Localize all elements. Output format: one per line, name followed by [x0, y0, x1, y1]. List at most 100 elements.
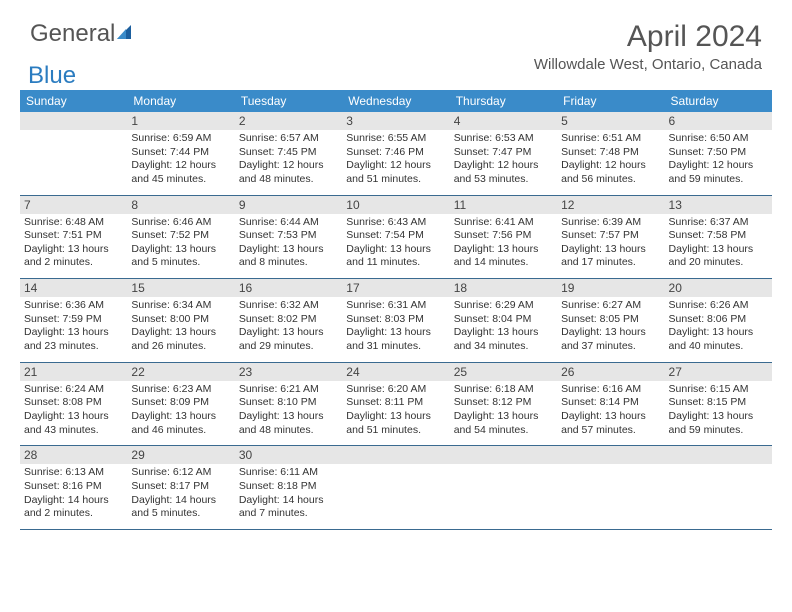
- weekday-header: Tuesday: [235, 90, 342, 112]
- day-data: [20, 130, 127, 180]
- day-number: 12: [557, 196, 664, 214]
- calendar-cell: 24Sunrise: 6:20 AMSunset: 8:11 PMDayligh…: [342, 362, 449, 446]
- calendar-cell: 1Sunrise: 6:59 AMSunset: 7:44 PMDaylight…: [127, 112, 234, 195]
- day-number: 29: [127, 446, 234, 464]
- sunset-line: Sunset: 7:44 PM: [131, 146, 209, 158]
- calendar-cell: 19Sunrise: 6:27 AMSunset: 8:05 PMDayligh…: [557, 279, 664, 363]
- sunrise-line: Sunrise: 6:26 AM: [669, 299, 749, 311]
- day-number: 11: [450, 196, 557, 214]
- calendar-cell: 13Sunrise: 6:37 AMSunset: 7:58 PMDayligh…: [665, 195, 772, 279]
- day-data: Sunrise: 6:50 AMSunset: 7:50 PMDaylight:…: [665, 130, 772, 195]
- day-number: 27: [665, 363, 772, 381]
- day-data: Sunrise: 6:13 AMSunset: 8:16 PMDaylight:…: [20, 464, 127, 529]
- sunset-line: Sunset: 7:56 PM: [454, 229, 532, 241]
- daylight-line: Daylight: 13 hours and 57 minutes.: [561, 410, 646, 436]
- sunrise-line: Sunrise: 6:59 AM: [131, 132, 211, 144]
- sunrise-line: Sunrise: 6:39 AM: [561, 216, 641, 228]
- daylight-line: Daylight: 12 hours and 56 minutes.: [561, 159, 646, 185]
- day-data: Sunrise: 6:26 AM Sunset: 8:06 PMDaylight:…: [665, 297, 772, 362]
- sunset-line: Sunset: 8:00 PM: [131, 313, 209, 325]
- sunrise-line: Sunrise: 6:50 AM: [669, 132, 749, 144]
- calendar-cell-empty: [665, 446, 772, 530]
- day-data: Sunrise: 6:53 AMSunset: 7:47 PMDaylight:…: [450, 130, 557, 195]
- day-data: Sunrise: 6:55 AMSunset: 7:46 PMDaylight:…: [342, 130, 449, 195]
- day-number: 14: [20, 279, 127, 297]
- sunset-line: Sunset: 8:17 PM: [131, 480, 209, 492]
- daylight-line: Daylight: 13 hours and 23 minutes.: [24, 326, 109, 352]
- day-data: Sunrise: 6:44 AMSunset: 7:53 PMDaylight:…: [235, 214, 342, 279]
- calendar-cell: 2Sunrise: 6:57 AMSunset: 7:45 PMDaylight…: [235, 112, 342, 195]
- weekday-header: Sunday: [20, 90, 127, 112]
- sunset-line: Sunset: 8:16 PM: [24, 480, 102, 492]
- day-data: Sunrise: 6:24 AMSunset: 8:08 PMDaylight:…: [20, 381, 127, 446]
- day-number: [665, 446, 772, 464]
- calendar-cell: 29Sunrise: 6:12 AMSunset: 8:17 PMDayligh…: [127, 446, 234, 530]
- sunset-line: Sunset: 7:58 PM: [669, 229, 747, 241]
- calendar-cell: 4Sunrise: 6:53 AMSunset: 7:47 PMDaylight…: [450, 112, 557, 195]
- weekday-header: Saturday: [665, 90, 772, 112]
- calendar-cell: 17Sunrise: 6:31 AMSunset: 8:03 PMDayligh…: [342, 279, 449, 363]
- sunset-line: Sunset: 7:57 PM: [561, 229, 639, 241]
- day-number: [557, 446, 664, 464]
- day-data: Sunrise: 6:20 AMSunset: 8:11 PMDaylight:…: [342, 381, 449, 446]
- weekday-header: Wednesday: [342, 90, 449, 112]
- sunset-line: Sunset: 8:18 PM: [239, 480, 317, 492]
- sunset-line: Sunset: 8:12 PM: [454, 396, 532, 408]
- calendar-row: 21Sunrise: 6:24 AMSunset: 8:08 PMDayligh…: [20, 362, 772, 446]
- calendar-cell-empty: [450, 446, 557, 530]
- day-data: Sunrise: 6:57 AMSunset: 7:45 PMDaylight:…: [235, 130, 342, 195]
- day-number: [450, 446, 557, 464]
- calendar-cell: 7Sunrise: 6:48 AMSunset: 7:51 PMDaylight…: [20, 195, 127, 279]
- daylight-line: Daylight: 13 hours and 37 minutes.: [561, 326, 646, 352]
- day-number: 4: [450, 112, 557, 130]
- day-number: 9: [235, 196, 342, 214]
- day-data: Sunrise: 6:34 AMSunset: 8:00 PMDaylight:…: [127, 297, 234, 362]
- day-data: Sunrise: 6:12 AMSunset: 8:17 PMDaylight:…: [127, 464, 234, 529]
- daylight-line: Daylight: 13 hours and 26 minutes.: [131, 326, 216, 352]
- month-title: April 2024: [534, 20, 762, 54]
- day-number: 10: [342, 196, 449, 214]
- sunset-line: Sunset: 8:11 PM: [346, 396, 423, 408]
- calendar-cell-empty: [342, 446, 449, 530]
- logo-text-block: General Blue: [30, 20, 133, 76]
- sunrise-line: Sunrise: 6:46 AM: [131, 216, 211, 228]
- day-data: Sunrise: 6:46 AMSunset: 7:52 PMDaylight:…: [127, 214, 234, 279]
- day-number: 19: [557, 279, 664, 297]
- day-data: Sunrise: 6:11 AMSunset: 8:18 PMDaylight:…: [235, 464, 342, 529]
- logo: General Blue: [30, 20, 133, 76]
- daylight-line: Daylight: 13 hours and 11 minutes.: [346, 243, 431, 269]
- calendar-cell: 27Sunrise: 6:15 AMSunset: 8:15 PMDayligh…: [665, 362, 772, 446]
- day-data: Sunrise: 6:18 AMSunset: 8:12 PMDaylight:…: [450, 381, 557, 446]
- day-number: 1: [127, 112, 234, 130]
- daylight-line: Daylight: 13 hours and 43 minutes.: [24, 410, 109, 436]
- day-data: [342, 464, 449, 514]
- logo-text-blue: Blue: [28, 62, 76, 89]
- calendar-cell-empty: [20, 112, 127, 195]
- calendar-cell: 6Sunrise: 6:50 AMSunset: 7:50 PMDaylight…: [665, 112, 772, 195]
- daylight-line: Daylight: 13 hours and 46 minutes.: [131, 410, 216, 436]
- day-data: Sunrise: 6:31 AMSunset: 8:03 PMDaylight:…: [342, 297, 449, 362]
- sunrise-line: Sunrise: 6:31 AM: [346, 299, 426, 311]
- calendar-cell: 22Sunrise: 6:23 AMSunset: 8:09 PMDayligh…: [127, 362, 234, 446]
- sunrise-line: Sunrise: 6:41 AM: [454, 216, 534, 228]
- calendar-cell: 21Sunrise: 6:24 AMSunset: 8:08 PMDayligh…: [20, 362, 127, 446]
- daylight-line: Daylight: 13 hours and 20 minutes.: [669, 243, 754, 269]
- sunset-line: Sunset: 7:54 PM: [346, 229, 424, 241]
- sunset-line: Sunset: 7:50 PM: [669, 146, 747, 158]
- sunrise-line: Sunrise: 6:57 AM: [239, 132, 319, 144]
- calendar-cell: 3Sunrise: 6:55 AMSunset: 7:46 PMDaylight…: [342, 112, 449, 195]
- sunset-line: Sunset: 7:47 PM: [454, 146, 532, 158]
- daylight-line: Daylight: 13 hours and 59 minutes.: [669, 410, 754, 436]
- day-number: 30: [235, 446, 342, 464]
- day-data: Sunrise: 6:41 AMSunset: 7:56 PMDaylight:…: [450, 214, 557, 279]
- sunrise-line: Sunrise: 6:43 AM: [346, 216, 426, 228]
- calendar-cell-empty: [557, 446, 664, 530]
- daylight-line: Daylight: 13 hours and 2 minutes.: [24, 243, 109, 269]
- day-number: 6: [665, 112, 772, 130]
- calendar-row: 1 Sunrise: 6:59 AM Sunset: 7:44 PM Daylight…: [20, 112, 772, 195]
- day-data: Sunrise: 6:39 AMSunset: 7:57 PMDaylight:…: [557, 214, 664, 279]
- sunset-line: Sunset: 8:06 PM: [669, 313, 747, 325]
- daylight-line: Daylight: 13 hours and 40 minutes.: [669, 326, 754, 352]
- day-data: [665, 464, 772, 514]
- calendar-cell: 18Sunrise: 6:29 AMSunset: 8:04 PMDayligh…: [450, 279, 557, 363]
